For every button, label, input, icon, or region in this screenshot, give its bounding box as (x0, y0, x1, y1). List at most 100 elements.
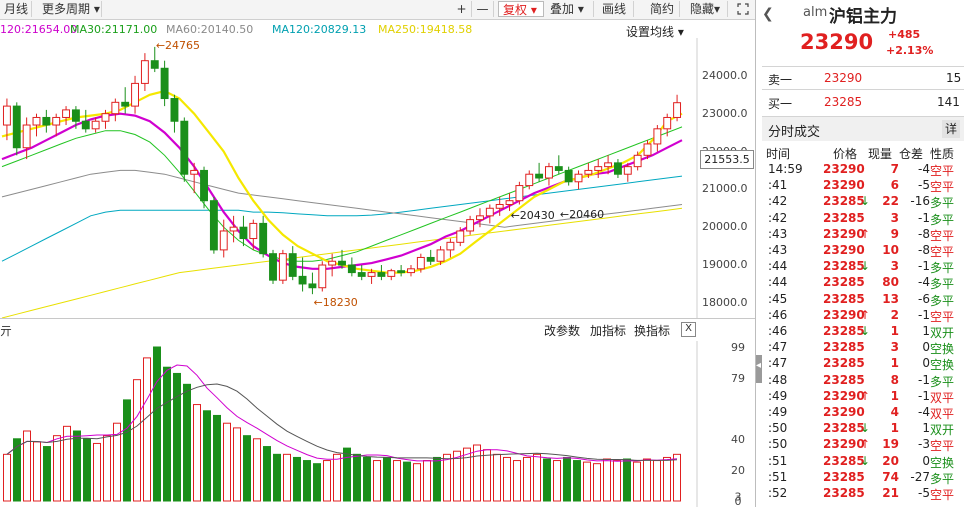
candle (318, 261, 327, 292)
trade-oi-change: -1 (918, 388, 930, 403)
panel-divider[interactable] (0, 318, 755, 319)
last-price: 23290 (800, 30, 874, 54)
current-price-marker: 21553.5 (700, 150, 754, 169)
volume-bar (373, 460, 381, 502)
trade-price: 23285 (823, 421, 865, 436)
trade-price: 23285 (823, 291, 865, 306)
volume-bar (513, 460, 521, 502)
close-icon[interactable]: X (681, 322, 696, 337)
trade-volume: 10 (882, 243, 899, 257)
set-ma-button[interactable]: 设置均线 ▾ (626, 23, 684, 40)
volume-bar (293, 456, 301, 502)
add-indicator-button[interactable]: 加指标 (590, 324, 627, 338)
candle (160, 60, 169, 107)
trade-row: :52 23285 21 -5 空平 (762, 486, 964, 502)
bid-volume: 141 (937, 95, 960, 109)
volume-bar (183, 383, 191, 502)
candle (32, 113, 41, 137)
trade-time: :51 (768, 469, 788, 484)
fullscreen-icon[interactable] (732, 1, 754, 17)
trade-volume: 20 (882, 453, 899, 468)
chevron-down-icon: ▾ (677, 25, 684, 39)
candle (653, 125, 662, 152)
zoom-out-button[interactable]: — (472, 1, 494, 17)
volume-bar (483, 449, 491, 502)
price-annotation: ←20430 (511, 209, 555, 222)
trade-arrow-icon: ↑ (860, 307, 871, 322)
candle (150, 46, 159, 73)
change-params-button[interactable]: 改参数 (544, 324, 581, 338)
panel-collapse-handle[interactable] (756, 355, 762, 383)
overlay-button[interactable]: 叠加 ▾ (546, 1, 594, 17)
candle (535, 162, 544, 182)
trade-row: :51 23285 ↓ 20 0 空换 (762, 454, 964, 470)
volume-bar (253, 438, 261, 502)
candle (269, 249, 277, 284)
trade-time: 14:59 (768, 162, 803, 176)
candle (278, 249, 287, 284)
chevron-down-icon: ▾ (714, 2, 721, 16)
volume-tick-label: 20 (731, 464, 745, 477)
restore-rights-button[interactable]: 复权 ▾ (498, 1, 544, 17)
trade-oi-change: -16 (910, 194, 930, 209)
trade-row: :42 23285 3 -1 多平 (762, 211, 964, 227)
trade-volume: 7 (890, 162, 899, 176)
trade-volume: 3 (890, 210, 899, 225)
trade-price: 23290 (823, 162, 865, 176)
col-time: 时间 (766, 147, 791, 161)
trade-arrow-icon: ↓ (860, 194, 871, 209)
volume-bar (613, 460, 621, 502)
trade-price: 23285 (823, 194, 865, 209)
trade-arrow-icon: ↓ (860, 421, 871, 436)
trade-row: 14:59 23290 7 -4 空平 (762, 162, 964, 178)
detail-button[interactable]: 详 (942, 120, 960, 138)
trade-row: :43 23290 10 -8 空平 (762, 243, 964, 259)
trade-row: :50 23290 ↑ 19 -3 空平 (762, 437, 964, 453)
price-change-pct: +2.13% (886, 44, 934, 57)
volume-bar (403, 461, 411, 502)
candle (456, 227, 465, 247)
trade-time: :52 (768, 486, 788, 500)
more-periods-button[interactable]: 更多周期 ▾ (38, 1, 102, 17)
volume-bar (493, 453, 501, 502)
chevron-down-icon: ▾ (530, 3, 537, 17)
simple-mode-button[interactable]: 简约 (646, 1, 680, 17)
volume-bar (133, 379, 141, 502)
volume-bar (73, 430, 81, 502)
trade-price: 23290 (823, 307, 865, 322)
chevron-left-icon[interactable]: ❮ (762, 6, 774, 22)
volume-bar (643, 458, 651, 502)
candlestick-chart[interactable]: ←24765 ←18230 ←20430 ←20460 (0, 38, 698, 318)
volume-bar (283, 453, 291, 502)
candle (239, 215, 248, 247)
trade-price: 23290 (823, 178, 865, 193)
volume-bar (463, 447, 471, 502)
volume-bar (213, 414, 221, 502)
trade-oi-change: 1 (922, 421, 930, 436)
trade-nature: 空平 (930, 228, 955, 243)
volume-bar (673, 453, 681, 502)
candle (71, 106, 80, 129)
candle (485, 204, 494, 224)
candle (170, 94, 179, 133)
volume-bar (433, 456, 441, 502)
period-month-button[interactable]: 月线 (0, 1, 32, 17)
trade-nature: 多平 (930, 471, 955, 486)
trade-nature: 多平 (930, 374, 955, 389)
volume-chart[interactable]: 99 79 40 20 30 (0, 341, 755, 507)
trade-price: 23285 (823, 259, 865, 274)
trade-volume: 1 (890, 356, 899, 371)
draw-line-button[interactable]: 画线 (598, 1, 634, 17)
candle (613, 159, 622, 178)
trade-nature: 空平 (930, 488, 955, 502)
trade-oi-change: 0 (922, 453, 930, 468)
hide-button[interactable]: 隐藏▾ (686, 1, 728, 17)
zoom-in-button[interactable]: + (452, 1, 472, 17)
ma-value-1: MA30:21171.00 (70, 23, 158, 36)
switch-indicator-button[interactable]: 换指标 (634, 324, 671, 338)
trade-volume: 1 (890, 421, 899, 436)
volume-bar (383, 456, 391, 502)
trade-volume: 1 (890, 388, 899, 403)
trade-time: :51 (768, 453, 788, 468)
trade-oi-change: -8 (918, 226, 930, 241)
